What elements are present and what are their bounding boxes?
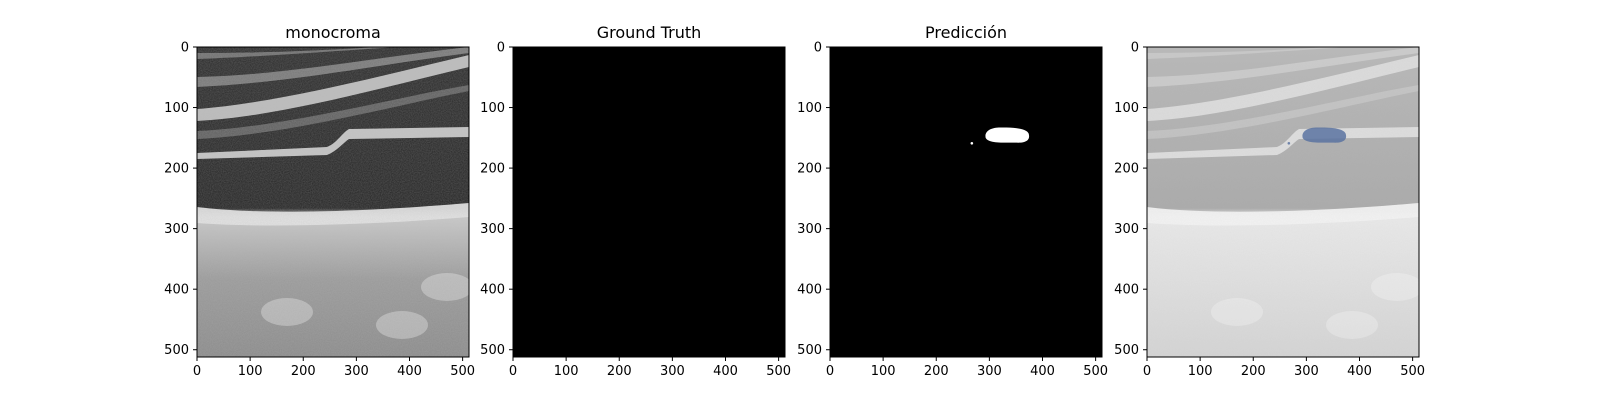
prediction-image (830, 47, 1102, 357)
y-tick-label: 400 (480, 283, 505, 298)
predicted-speck (1287, 141, 1291, 145)
y-tick-label: 100 (1114, 101, 1139, 116)
y-tick-label: 100 (480, 101, 505, 116)
y-tick-label: 500 (1114, 343, 1139, 358)
predicted-speck (970, 141, 974, 145)
y-tick-label: 300 (1114, 222, 1139, 237)
monochrome-image (197, 47, 469, 357)
panel-monochrome: monocroma 0 100 200 300 400 500 0 100 200 300 400 50… (164, 23, 475, 379)
axes-frame (829, 46, 1103, 358)
x-tick-label: 0 (193, 364, 201, 379)
x-tick-label: 100 (1188, 364, 1213, 379)
x-tick-label: 500 (1400, 364, 1425, 379)
axes-frame (1146, 46, 1420, 358)
y-tick-label: 200 (1114, 162, 1139, 177)
y-tick-label: 100 (164, 101, 189, 116)
x-tick-label: 500 (450, 364, 475, 379)
x-tick-label: 400 (713, 364, 738, 379)
x-tick-label: 400 (1347, 364, 1372, 379)
panel-title: Ground Truth (597, 23, 702, 42)
panel-title: Predicción (925, 23, 1007, 42)
x-tick-label: 100 (238, 364, 263, 379)
y-tick-label: 300 (164, 222, 189, 237)
x-tick-label: 0 (1143, 364, 1151, 379)
y-tick-label: 500 (797, 343, 822, 358)
x-tick-label: 100 (554, 364, 579, 379)
x-tick-label: 500 (766, 364, 791, 379)
x-tick-label: 300 (660, 364, 685, 379)
axes-frame (512, 46, 786, 358)
y-tick-label: 0 (497, 41, 505, 56)
axes-frame (196, 46, 470, 358)
panel-title: monocroma (285, 23, 381, 42)
y-tick-label: 0 (1131, 41, 1139, 56)
panel-overlay: 0 100 200 300 400 500 0 100 200 300 400 500 (1114, 41, 1425, 380)
panel-ground-truth: Ground Truth 0 100 200 300 400 500 0 100 200 300 40… (480, 23, 791, 379)
x-tick-label: 200 (1241, 364, 1266, 379)
x-tick-label: 200 (291, 364, 316, 379)
predicted-region (985, 127, 1030, 143)
y-tick-label: 200 (164, 162, 189, 177)
y-tick-label: 0 (181, 41, 189, 56)
x-tick-label: 0 (509, 364, 517, 379)
y-tick-label: 400 (1114, 283, 1139, 298)
x-tick-label: 300 (344, 364, 369, 379)
y-tick-label: 200 (797, 162, 822, 177)
predicted-region (1302, 127, 1347, 143)
x-tick-label: 200 (924, 364, 949, 379)
y-tick-label: 100 (797, 101, 822, 116)
y-tick-label: 300 (797, 222, 822, 237)
overlay-image (1147, 47, 1419, 357)
x-tick-label: 0 (826, 364, 834, 379)
y-tick-label: 500 (164, 343, 189, 358)
x-tick-label: 300 (977, 364, 1002, 379)
x-tick-label: 300 (1294, 364, 1319, 379)
x-tick-label: 200 (607, 364, 632, 379)
ground-truth-image (513, 47, 785, 357)
y-tick-label: 200 (480, 162, 505, 177)
x-tick-label: 400 (397, 364, 422, 379)
x-tick-label: 100 (871, 364, 896, 379)
y-tick-label: 400 (164, 283, 189, 298)
y-tick-label: 400 (797, 283, 822, 298)
x-tick-label: 500 (1083, 364, 1108, 379)
y-tick-label: 0 (814, 41, 822, 56)
y-tick-label: 300 (480, 222, 505, 237)
y-tick-label: 500 (480, 343, 505, 358)
x-tick-label: 400 (1030, 364, 1055, 379)
panel-prediction: Predicción 0 100 200 300 400 500 0 100 200 300 400 5… (797, 23, 1108, 379)
